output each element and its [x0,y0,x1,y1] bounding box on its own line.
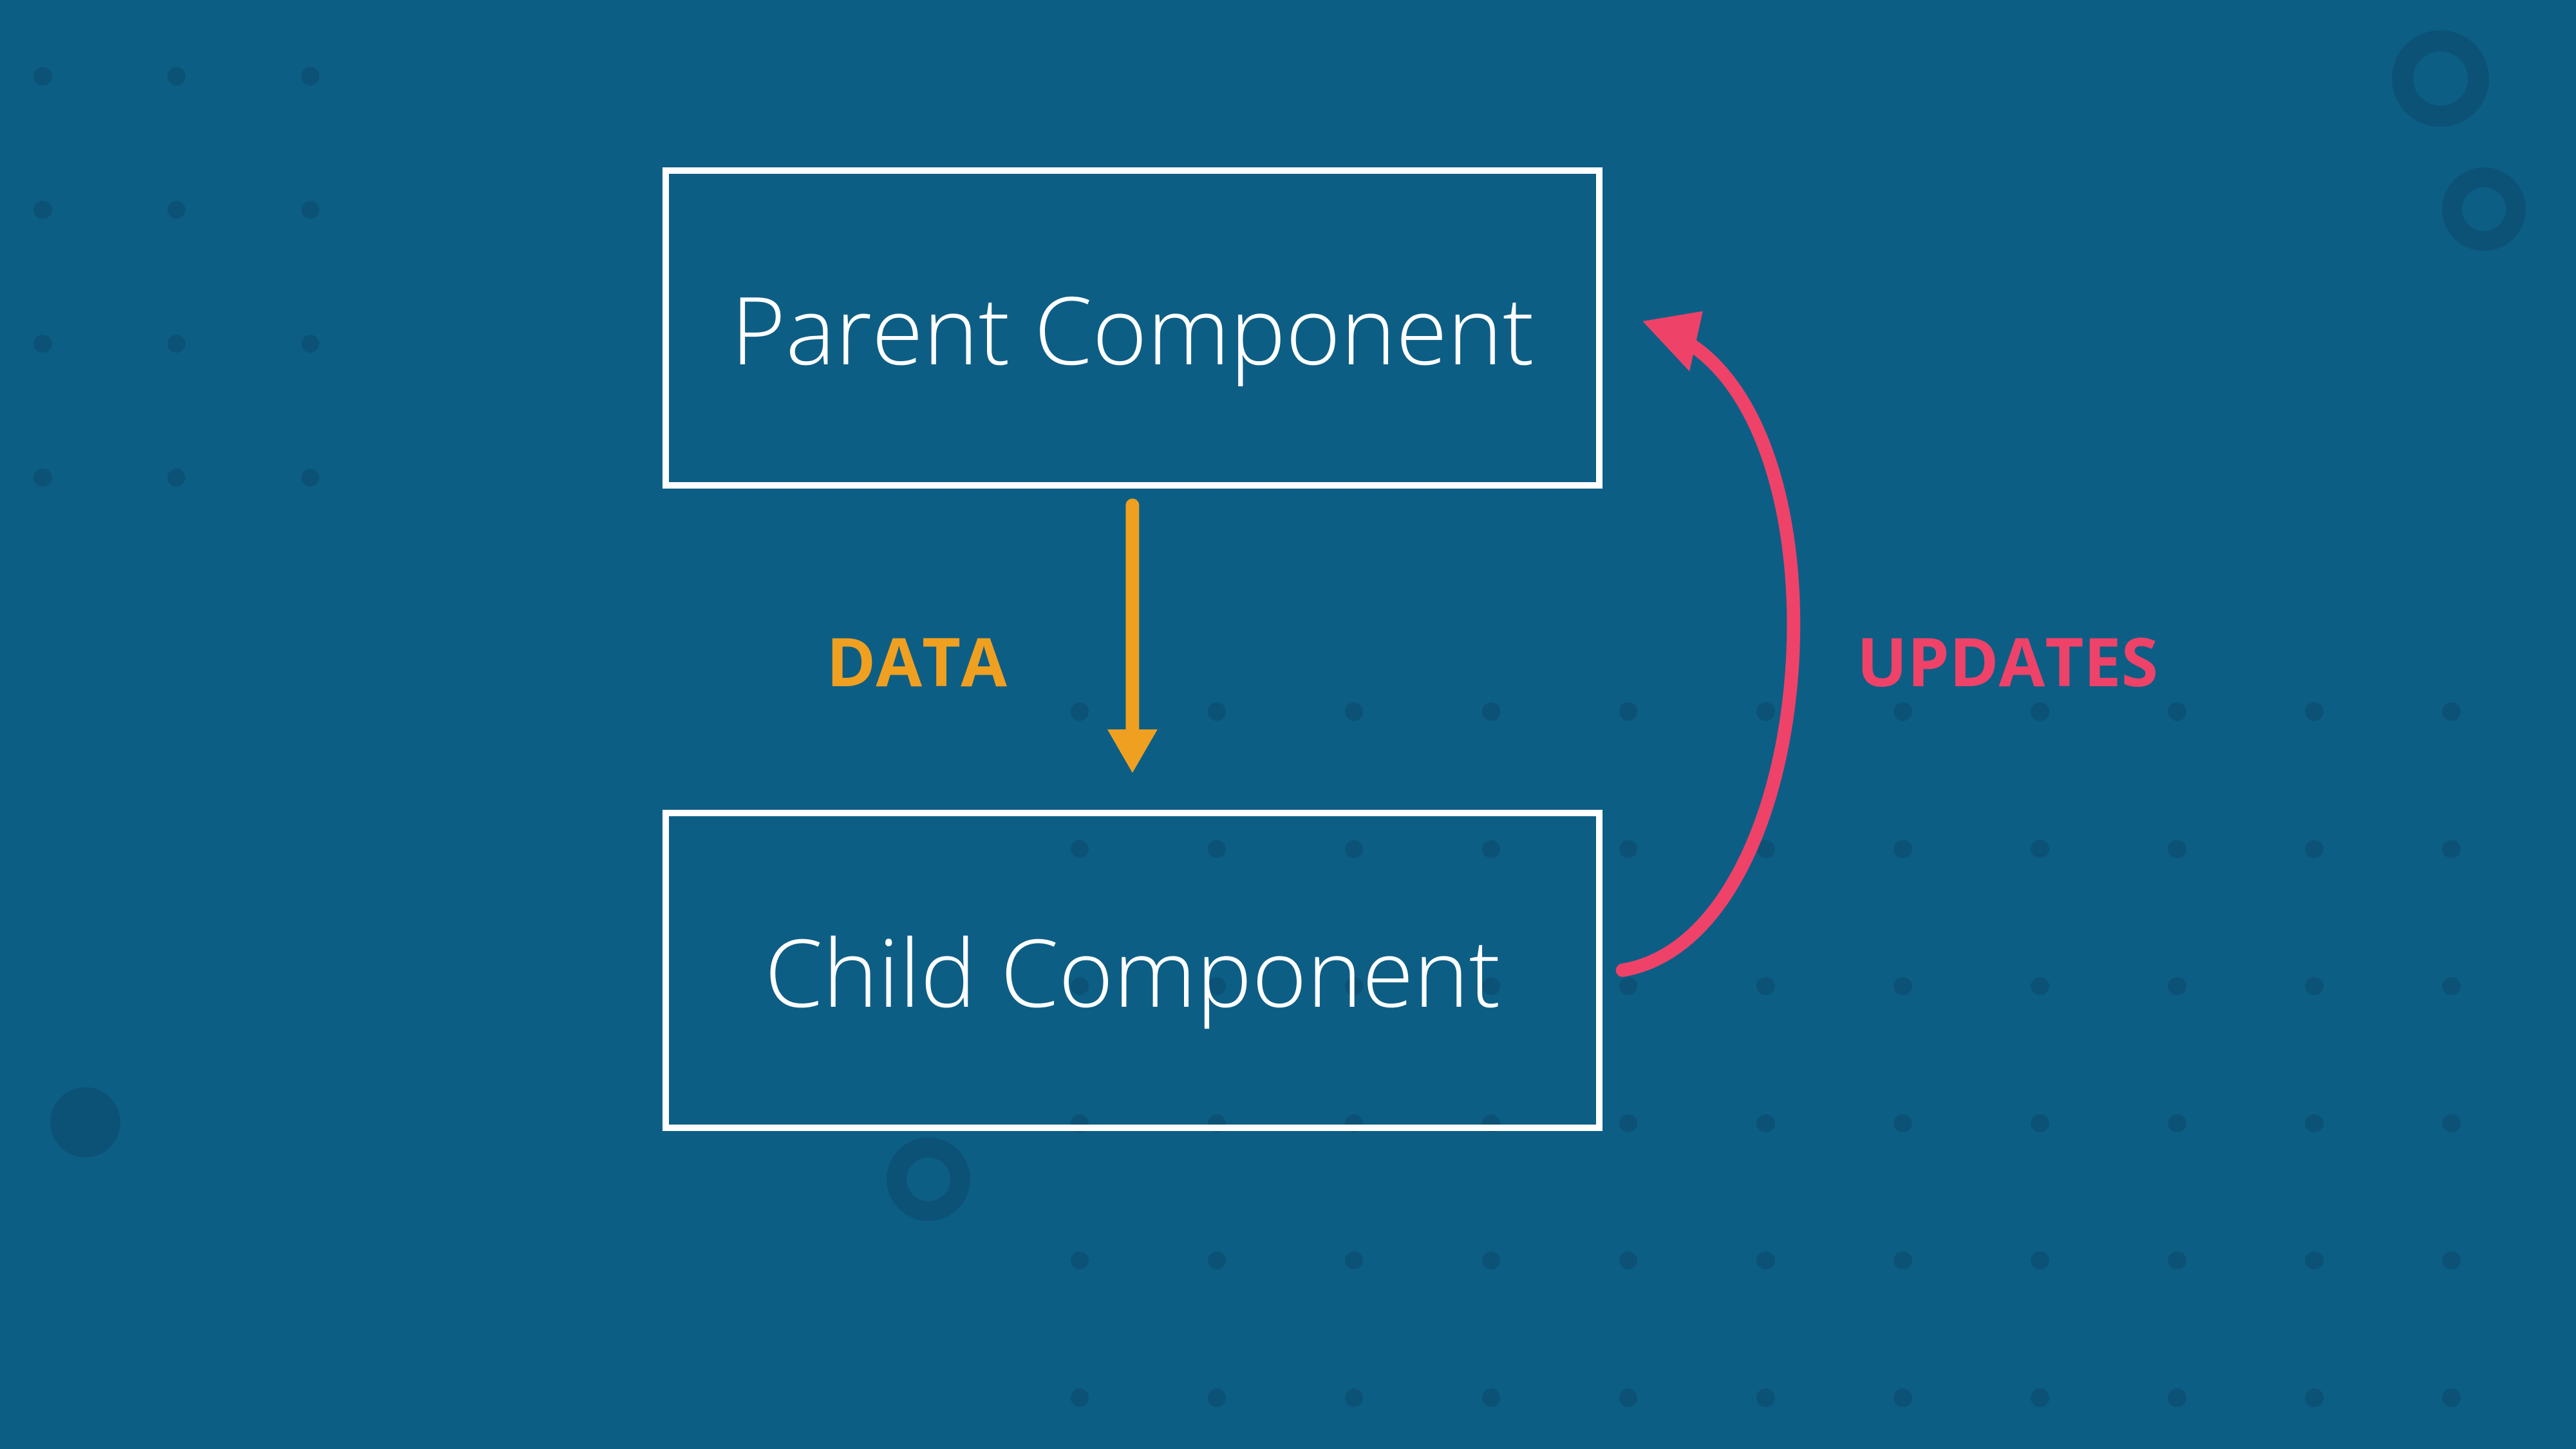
updates-arrow-head-icon [1642,311,1703,371]
data-arrow-head-icon [1107,729,1158,773]
diagram-canvas: Parent Component Child Component DATA UP… [0,0,2576,1449]
arrows-layer [0,0,2576,1449]
data-arrow-label: DATA [826,615,1006,706]
updates-arrow-line [1622,335,1794,971]
updates-arrow-label: UPDATES [1857,615,2158,706]
